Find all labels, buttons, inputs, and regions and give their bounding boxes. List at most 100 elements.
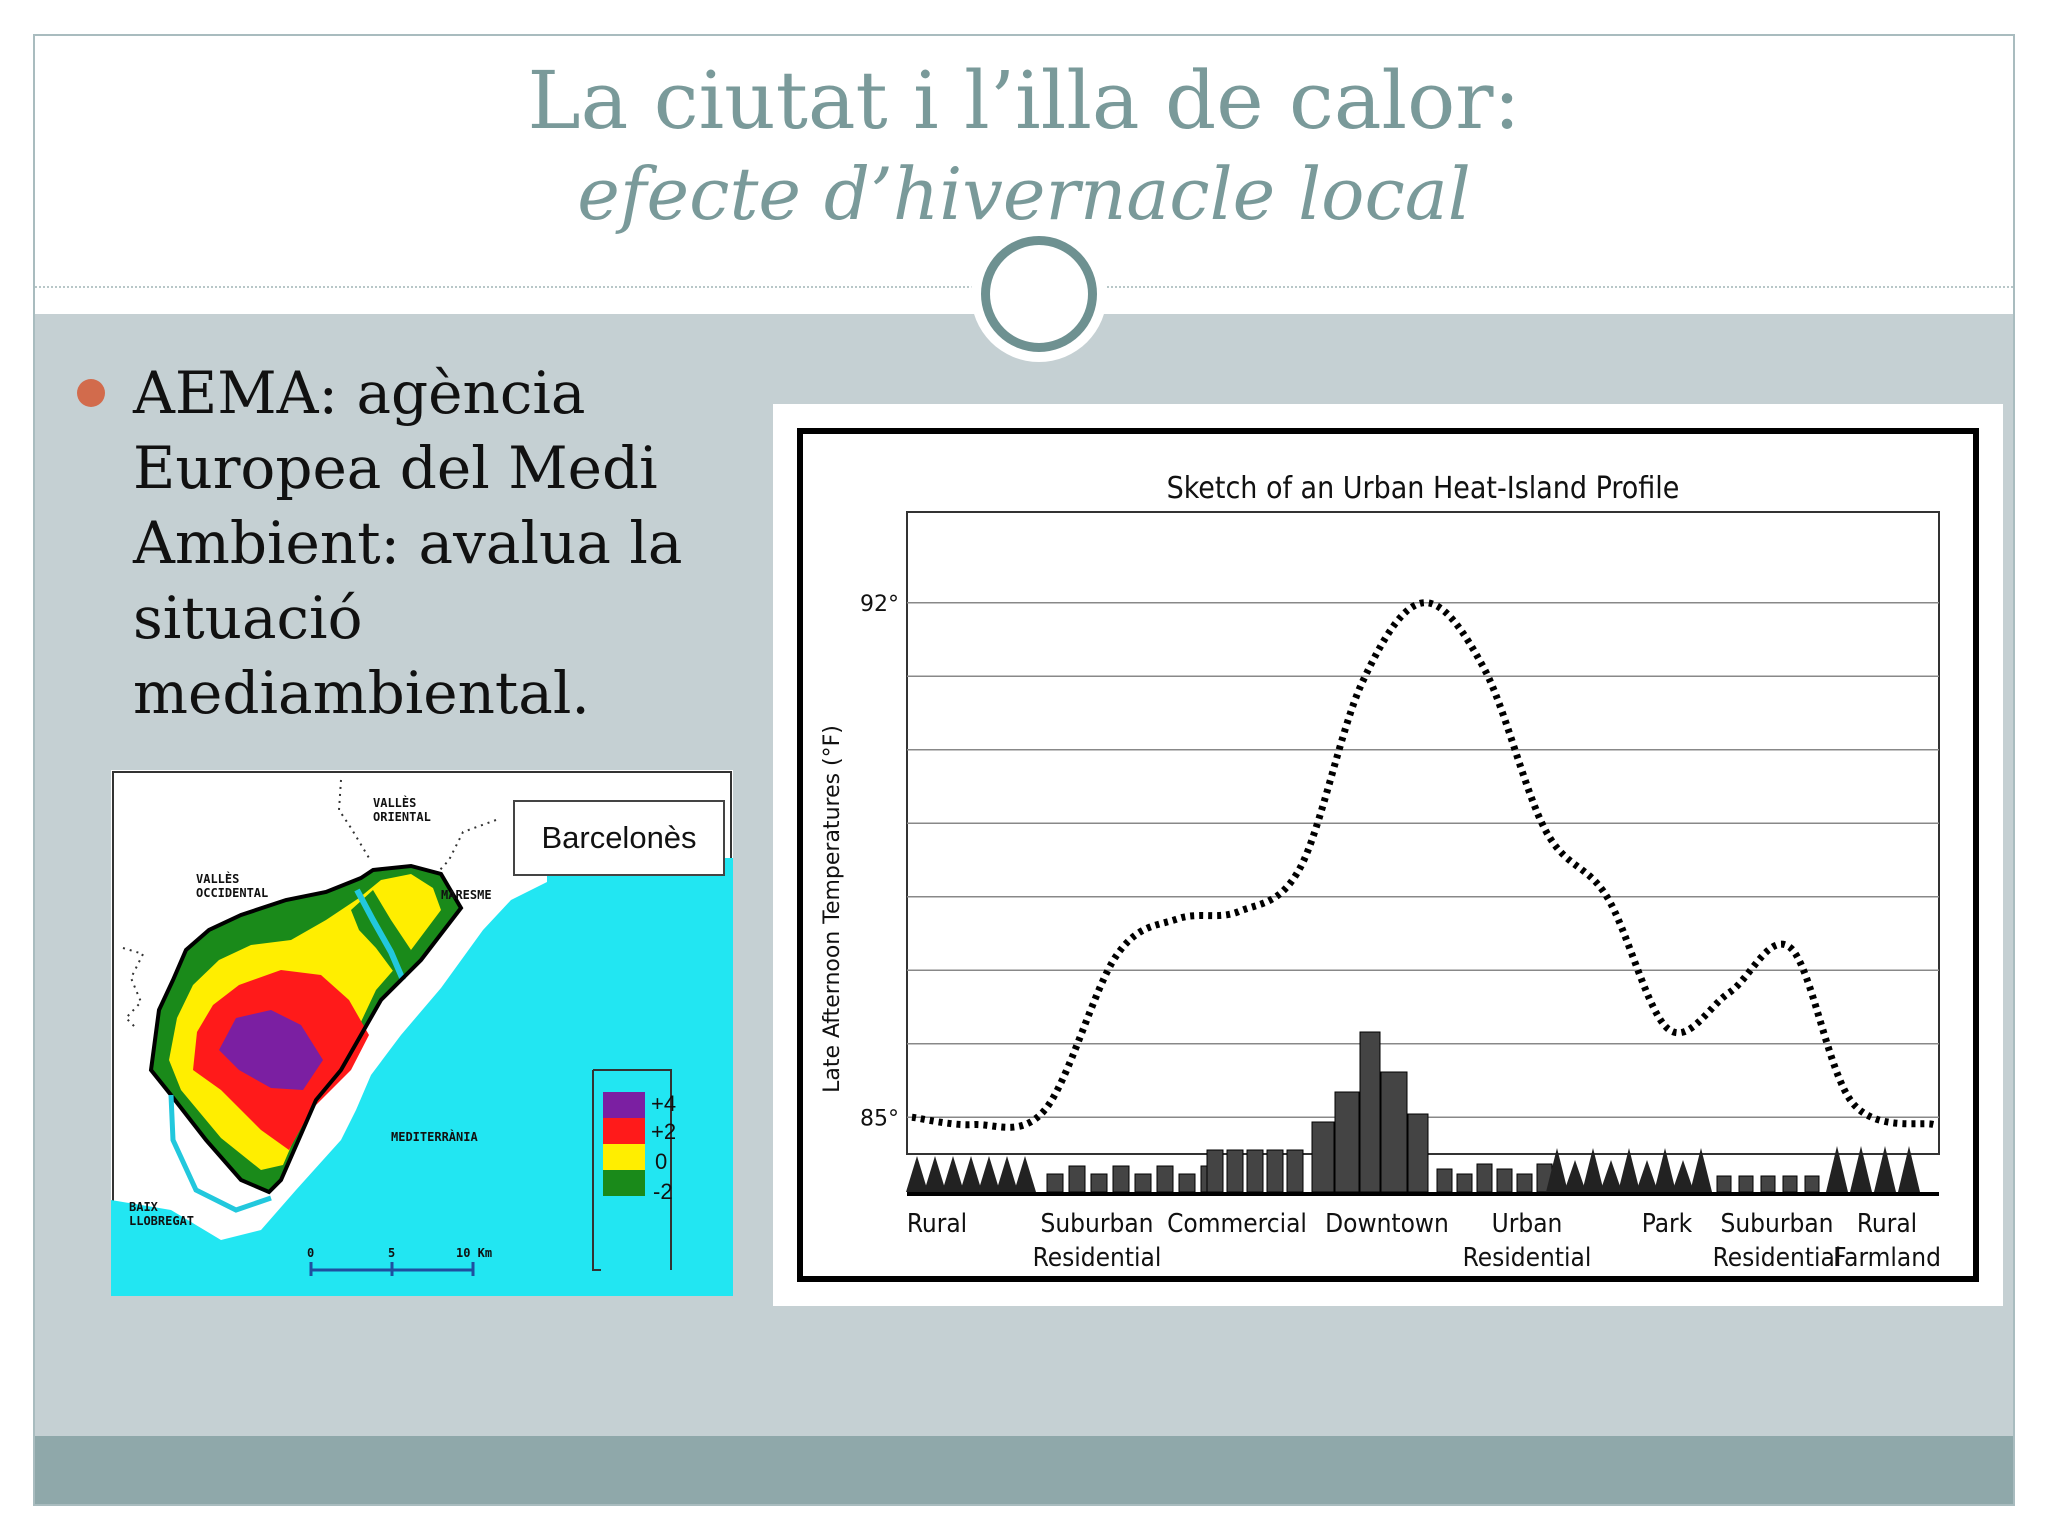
boundary-line: [428, 819, 497, 883]
tree-icon: [1874, 1146, 1896, 1192]
tree-icon: [1618, 1148, 1640, 1192]
tree-icon: [1850, 1146, 1872, 1192]
house-icon: [1738, 1175, 1754, 1193]
legend-swatch-red: [603, 1118, 645, 1144]
slide-title: La ciutat i l’illa de calor:: [527, 54, 1521, 147]
skyscraper-icon: [1359, 1031, 1381, 1193]
barcelones-map: Barcelonès VALLÈS ORIENTAL VALLÈS OCCIDE…: [111, 770, 733, 1296]
y-tick-label: 92°: [860, 592, 899, 617]
house-icon: [1178, 1173, 1196, 1193]
tree-icon: [1690, 1148, 1712, 1192]
commercial-building-icon: [1226, 1149, 1244, 1193]
x-category-label: Park: [1642, 1209, 1693, 1239]
house-icon: [1516, 1173, 1533, 1193]
legend-label-minus2: -2: [653, 1179, 673, 1204]
label-valles-occidental: VALLÈS OCCIDENTAL: [196, 872, 269, 900]
ring-ornament-icon: [981, 236, 1097, 352]
legend-swatch-purple: [603, 1092, 645, 1118]
house-icon: [1476, 1163, 1493, 1193]
tree-icon: [1636, 1160, 1658, 1192]
tree-icon: [1672, 1160, 1694, 1192]
tree-icon: [924, 1156, 946, 1192]
slide: La ciutat i l’illa de calor: efecte d’hi…: [33, 34, 2015, 1506]
tree-icon: [1654, 1148, 1676, 1192]
chart-title: Sketch of an Urban Heat-Island Profile: [1167, 471, 1680, 506]
legend-swatch-yellow: [603, 1144, 645, 1170]
plot-area: [906, 511, 1940, 1155]
legend-label-0: 0: [655, 1149, 668, 1174]
house-icon: [1782, 1175, 1798, 1193]
tree-icon: [996, 1156, 1018, 1192]
legend-frame: [592, 1069, 672, 1271]
sea-area: [111, 858, 733, 1296]
scale-label-10: 10 Km: [456, 1246, 493, 1260]
land-purple: [219, 1010, 323, 1090]
commercial-building-icon: [1206, 1149, 1224, 1193]
house-icon: [1156, 1165, 1174, 1193]
bullet-text: AEMA: agència Europea del Medi Ambient: …: [133, 359, 683, 727]
house-icon: [1134, 1173, 1152, 1193]
boundary-line: [122, 947, 145, 1029]
bullet-dot-icon: [77, 379, 105, 407]
house-icon: [1456, 1173, 1473, 1193]
scale-label-5: 5: [388, 1246, 396, 1260]
house-icon: [1046, 1173, 1064, 1193]
tree-icon: [906, 1156, 928, 1192]
tree-icon: [1898, 1146, 1920, 1192]
legend-label-plus4: +4: [651, 1091, 677, 1116]
coastline-llobregat: [168, 1094, 272, 1213]
label-mediterrania: MEDITERRÀNIA: [391, 1130, 478, 1144]
x-category-label: Urban Residential: [1463, 1209, 1592, 1273]
ground-line: [907, 1192, 1939, 1196]
tower-icon: [1311, 1121, 1335, 1193]
commercial-building-icon: [1286, 1149, 1304, 1193]
map-title: Barcelonès: [513, 800, 725, 876]
house-icon: [1068, 1165, 1086, 1193]
x-category-label: Rural Farmland: [1833, 1209, 1941, 1273]
x-category-label: Rural: [907, 1209, 967, 1239]
house-icon: [1436, 1168, 1453, 1193]
footer-band: [35, 1436, 2013, 1504]
tree-icon: [1014, 1156, 1036, 1192]
slide-subtitle: efecte d’hivernacle local: [577, 152, 1471, 236]
x-category-label: Commercial: [1167, 1209, 1307, 1239]
tower-icon: [1407, 1113, 1429, 1193]
x-category-label: Suburban Residential: [1713, 1209, 1842, 1273]
chart-frame: Sketch of an Urban Heat-Island Profile La…: [797, 428, 1979, 1282]
y-tick-label: 85°: [860, 1106, 899, 1131]
label-maresme: MARESME: [441, 888, 492, 902]
house-icon: [1804, 1175, 1820, 1193]
house-icon: [1716, 1175, 1732, 1193]
title-area: La ciutat i l’illa de calor: efecte d’hi…: [35, 36, 2013, 286]
tree-icon: [1546, 1148, 1568, 1192]
tower-icon: [1380, 1071, 1408, 1193]
tree-icon: [1582, 1148, 1604, 1192]
tree-icon: [978, 1156, 1000, 1192]
tree-icon: [1826, 1146, 1848, 1192]
temperature-profile-line: [911, 599, 1935, 1131]
legend-swatch-green: [603, 1170, 645, 1196]
scale-bar: [309, 1262, 475, 1276]
tree-icon: [960, 1156, 982, 1192]
map-drawing: [111, 771, 733, 1296]
x-category-label: Suburban Residential: [1033, 1209, 1162, 1273]
land-outline: [148, 863, 464, 1195]
tree-icon: [942, 1156, 964, 1192]
commercial-building-icon: [1246, 1149, 1264, 1193]
house-icon: [1760, 1175, 1776, 1193]
chart-svg: Sketch of an Urban Heat-Island Profile La…: [820, 471, 1941, 1273]
tree-icon: [1600, 1160, 1622, 1192]
commercial-building-icon: [1266, 1149, 1284, 1193]
tree-icon: [1564, 1160, 1586, 1192]
legend-label-plus2: +2: [651, 1119, 677, 1144]
house-icon: [1090, 1173, 1108, 1193]
river-icon: [354, 888, 406, 982]
boundary-line: [337, 779, 370, 859]
scale-label-0: 0: [307, 1246, 315, 1260]
y-axis-label: Late Afternoon Temperatures (°F): [820, 725, 845, 1093]
label-baix-llobregat: BAIX LLOBREGAT: [129, 1200, 195, 1228]
heat-island-chart: Sketch of an Urban Heat-Island Profile La…: [773, 404, 2003, 1306]
tower-icon: [1334, 1091, 1360, 1193]
x-category-label: Downtown: [1325, 1209, 1449, 1239]
house-icon: [1496, 1168, 1513, 1193]
